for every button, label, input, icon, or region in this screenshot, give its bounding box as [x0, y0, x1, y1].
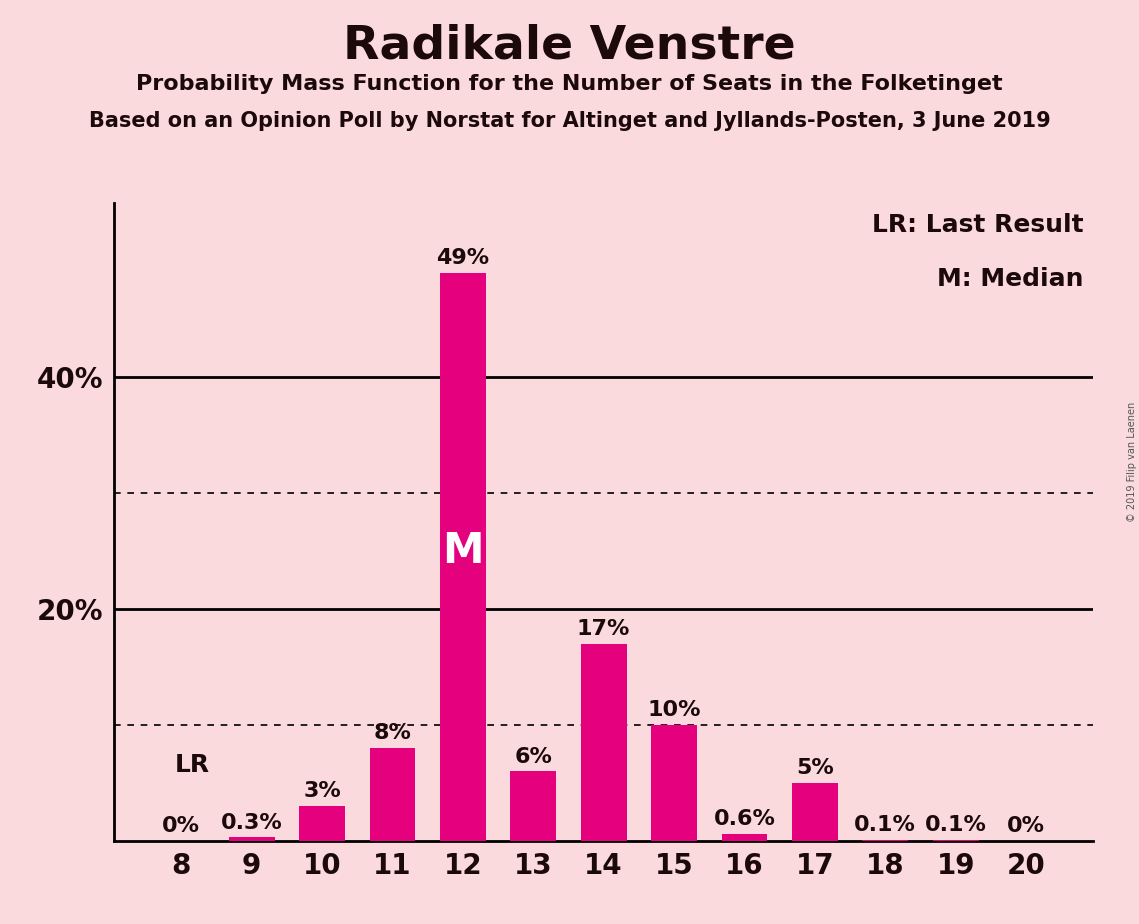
Text: 0.1%: 0.1%	[925, 815, 986, 835]
Text: 17%: 17%	[577, 619, 630, 639]
Bar	[300, 806, 345, 841]
Text: Based on an Opinion Poll by Norstat for Altinget and Jyllands-Posten, 3 June 201: Based on an Opinion Poll by Norstat for …	[89, 111, 1050, 131]
Text: Radikale Venstre: Radikale Venstre	[343, 23, 796, 68]
Bar	[370, 748, 416, 841]
Bar	[722, 833, 768, 841]
Bar	[229, 837, 274, 841]
Bar	[440, 273, 485, 841]
Text: LR: Last Result: LR: Last Result	[872, 213, 1083, 237]
Text: M: M	[442, 530, 484, 572]
Text: LR: LR	[174, 753, 210, 777]
Text: M: Median: M: Median	[937, 267, 1083, 291]
Text: © 2019 Filip van Laenen: © 2019 Filip van Laenen	[1126, 402, 1137, 522]
Text: Probability Mass Function for the Number of Seats in the Folketinget: Probability Mass Function for the Number…	[137, 74, 1002, 94]
Text: 0%: 0%	[1007, 816, 1046, 836]
Bar	[581, 644, 626, 841]
Text: 0%: 0%	[162, 816, 200, 836]
Text: 49%: 49%	[436, 249, 490, 268]
Text: 0.6%: 0.6%	[713, 809, 776, 829]
Bar	[792, 783, 837, 841]
Text: 6%: 6%	[515, 747, 552, 767]
Text: 3%: 3%	[303, 782, 341, 801]
Text: 0.1%: 0.1%	[854, 815, 916, 835]
Bar	[862, 840, 908, 841]
Bar	[652, 725, 697, 841]
Text: 5%: 5%	[796, 759, 834, 778]
Text: 10%: 10%	[647, 700, 700, 721]
Bar	[933, 840, 978, 841]
Text: 0.3%: 0.3%	[221, 813, 282, 833]
Bar	[510, 772, 556, 841]
Text: 8%: 8%	[374, 723, 411, 744]
